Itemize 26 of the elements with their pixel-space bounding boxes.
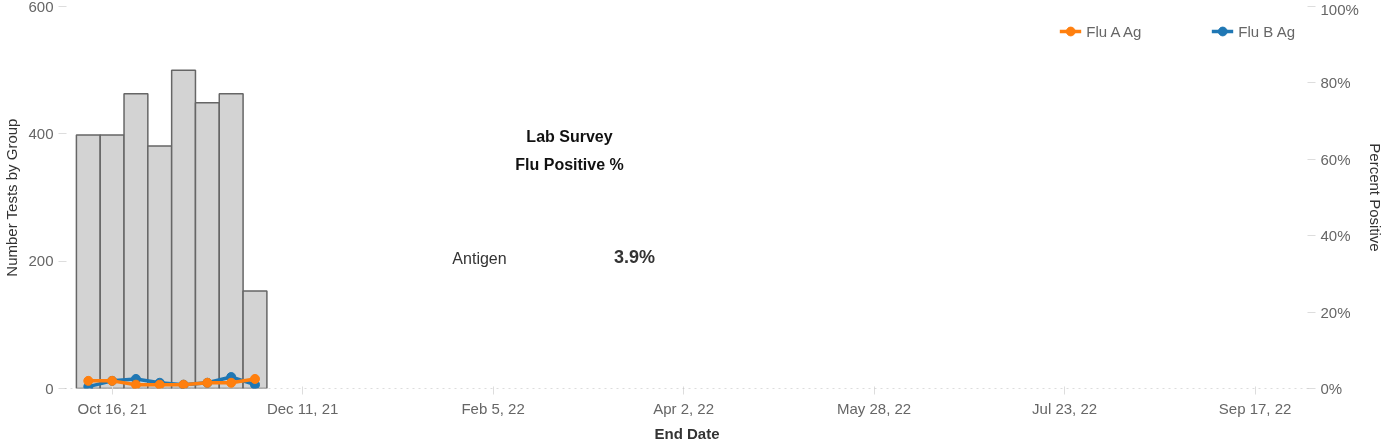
y-axis-title: Number Tests by Group	[3, 118, 21, 277]
x-axis-title: End Date	[654, 424, 720, 442]
annotation: Antigen	[452, 249, 507, 267]
y2-tick-label: 60%	[1320, 150, 1351, 168]
x-tick-label: Jul 23, 22	[1032, 399, 1098, 417]
y2-tick-label: 40%	[1320, 227, 1351, 245]
x-tick-label: Oct 16, 21	[77, 399, 147, 417]
y-tick-label: 400	[28, 124, 54, 142]
x-tick-label: Dec 11, 21	[266, 399, 339, 417]
x-tick-label: Feb 5, 22	[461, 399, 525, 417]
legend-label: Flu B Ag	[1238, 22, 1295, 40]
annotation: 3.9%	[613, 246, 656, 267]
y2-tick-label: 20%	[1320, 303, 1351, 321]
y2-axis-title: Percent Positive	[1366, 143, 1384, 252]
annotation: Lab Survey	[526, 127, 613, 145]
y2-tick-label: 80%	[1320, 74, 1351, 92]
y2-tick-label: 0%	[1320, 380, 1343, 397]
y-tick-label: 600	[28, 0, 54, 15]
legend-label: Flu A Ag	[1086, 22, 1142, 40]
x-tick-label: May 28, 22	[836, 399, 912, 417]
x-tick-label: Sep 17, 22	[1218, 399, 1292, 417]
annotation: Flu Positive %	[515, 155, 624, 173]
y2-tick-label: 100%	[1320, 0, 1359, 18]
y-tick-label: 200	[28, 252, 54, 270]
x-tick-label: Apr 2, 22	[653, 399, 715, 417]
y-tick-label: 0	[45, 379, 54, 397]
